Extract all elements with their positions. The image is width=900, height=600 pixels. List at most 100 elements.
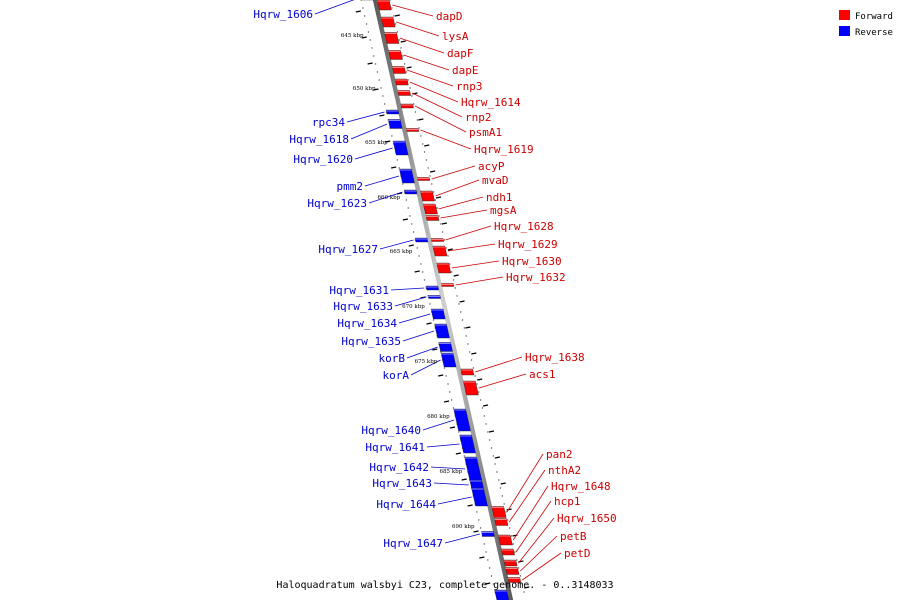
reverse-gene-label[interactable]: Hqrw_1644 [376,498,436,511]
forward-gene-label[interactable]: Hqrw_1614 [461,96,521,109]
forward-gene-label[interactable]: lysA [442,30,469,43]
tick-dot [449,263,451,265]
forward-gene-label[interactable]: Hqrw_1650 [557,512,617,525]
forward-gene-label[interactable]: rnp2 [465,111,492,124]
reverse-gene-label[interactable]: Hqrw_1623 [307,197,367,210]
scale-tick [473,530,479,533]
forward-gene-label[interactable]: dapE [452,64,479,77]
forward-gene-label[interactable]: rnp3 [456,80,483,93]
forward-gene-label[interactable]: petB [560,530,587,543]
reverse-gene[interactable] [392,140,409,156]
reverse-gene-label[interactable]: Hqrw_1627 [318,243,378,256]
forward-gene-label[interactable]: Hqrw_1638 [525,351,585,364]
forward-gene[interactable] [497,534,513,546]
reverse-gene-label[interactable]: pmm2 [337,180,364,193]
forward-gene[interactable] [391,66,407,74]
tick-dot [496,471,498,473]
reverse-gene-label[interactable]: korA [383,369,410,382]
forward-gene-label[interactable]: Hqrw_1632 [506,271,566,284]
reverse-gene-label[interactable]: Hqrw_1647 [383,537,443,550]
scale-tick [482,404,489,407]
reverse-gene-label[interactable]: Hqrw_1635 [341,335,401,348]
legend-reverse-label: Reverse [855,28,893,38]
tick-dot [405,71,408,73]
forward-gene-label[interactable]: Hqrw_1648 [551,480,611,493]
reverse-gene-label[interactable]: Hqrw_1633 [333,300,393,313]
forward-gene-label[interactable]: acyP [478,160,505,173]
forward-gene[interactable] [376,0,392,11]
tick-dot [452,279,455,281]
forward-gene-label[interactable]: Hqrw_1629 [498,238,558,251]
forward-gene[interactable] [491,506,507,518]
reverse-gene-label[interactable]: Hqrw_1640 [361,424,421,437]
reverse-gene-label[interactable]: Hqrw_1620 [293,153,353,166]
tick-dot [411,95,413,97]
reverse-gene-label[interactable]: Hqrw_1618 [289,133,349,146]
reverse-gene[interactable] [440,352,457,368]
forward-gene-label[interactable]: Hqrw_1619 [474,143,534,156]
reverse-gene-label[interactable]: Hqrw_1606 [253,8,313,21]
scale-tick [394,14,400,17]
tick-dot [508,527,511,529]
leader-line [455,276,504,286]
forward-gene[interactable] [494,518,509,526]
genome-caption: Haloquadratum walsbyi C23, complete geno… [276,580,613,591]
leader-line [515,500,552,553]
forward-gene-label[interactable]: mgsA [490,204,517,217]
reverse-gene[interactable] [471,487,488,507]
tick-dot [402,183,404,185]
forward-gene-label[interactable]: acs1 [529,368,556,381]
forward-gene[interactable] [384,32,400,44]
tick-dot [411,223,413,225]
forward-gene[interactable] [423,203,438,215]
forward-gene-label[interactable]: nthA2 [548,464,581,477]
forward-gene[interactable] [436,262,452,274]
forward-gene-label[interactable]: hcp1 [554,495,581,508]
reverse-gene-label[interactable]: korB [379,352,406,365]
reverse-gene[interactable] [453,408,471,432]
reverse-gene[interactable] [387,119,403,129]
forward-gene-label[interactable]: mvaD [482,174,509,187]
reverse-gene[interactable] [438,342,453,352]
forward-gene[interactable] [388,50,403,60]
reverse-gene[interactable] [494,589,510,600]
leader-line [411,92,463,118]
forward-gene[interactable] [505,567,520,575]
forward-gene-label[interactable]: dapD [436,10,463,23]
forward-gene-label[interactable]: petD [564,547,591,560]
reverse-gene-label[interactable]: Hqrw_1641 [365,441,425,454]
forward-gene-label[interactable]: pan2 [546,448,573,461]
forward-gene[interactable] [463,380,479,396]
reverse-gene[interactable] [430,308,446,320]
reverse-gene[interactable] [434,323,450,339]
forward-gene-label[interactable]: psmA1 [469,126,502,139]
forward-gene[interactable] [380,16,396,28]
reverse-gene[interactable] [459,434,476,454]
reverse-gene-label[interactable]: rpc34 [312,116,345,129]
tick-dot [416,247,418,249]
tick-dot [479,527,482,529]
leader-line [508,469,546,523]
forward-gene[interactable] [420,190,435,202]
leader-line [430,466,466,470]
reverse-gene-label[interactable]: Hqrw_1643 [372,477,432,490]
scale-tick [430,170,436,173]
tick-dot [440,223,442,225]
forward-gene[interactable] [432,245,448,257]
forward-gene-label[interactable]: ndh1 [486,191,513,204]
reverse-gene[interactable] [399,168,415,184]
leader-line [506,453,544,513]
legend: Forward Reverse [839,10,893,38]
tick-dot [405,199,408,201]
tick-dot [449,391,451,393]
forward-gene-label[interactable]: Hqrw_1630 [502,255,562,268]
forward-gene-label[interactable]: Hqrw_1628 [494,220,554,233]
reverse-gene-label[interactable]: Hqrw_1634 [337,317,397,330]
leader-line [354,147,393,160]
forward-gene-label[interactable]: dapF [447,47,474,60]
tick-dot [452,407,455,409]
reverse-gene-label[interactable]: Hqrw_1631 [329,284,389,297]
tick-dot [365,23,368,25]
tick-dot [521,583,523,585]
reverse-gene-label[interactable]: Hqrw_1642 [369,461,429,474]
